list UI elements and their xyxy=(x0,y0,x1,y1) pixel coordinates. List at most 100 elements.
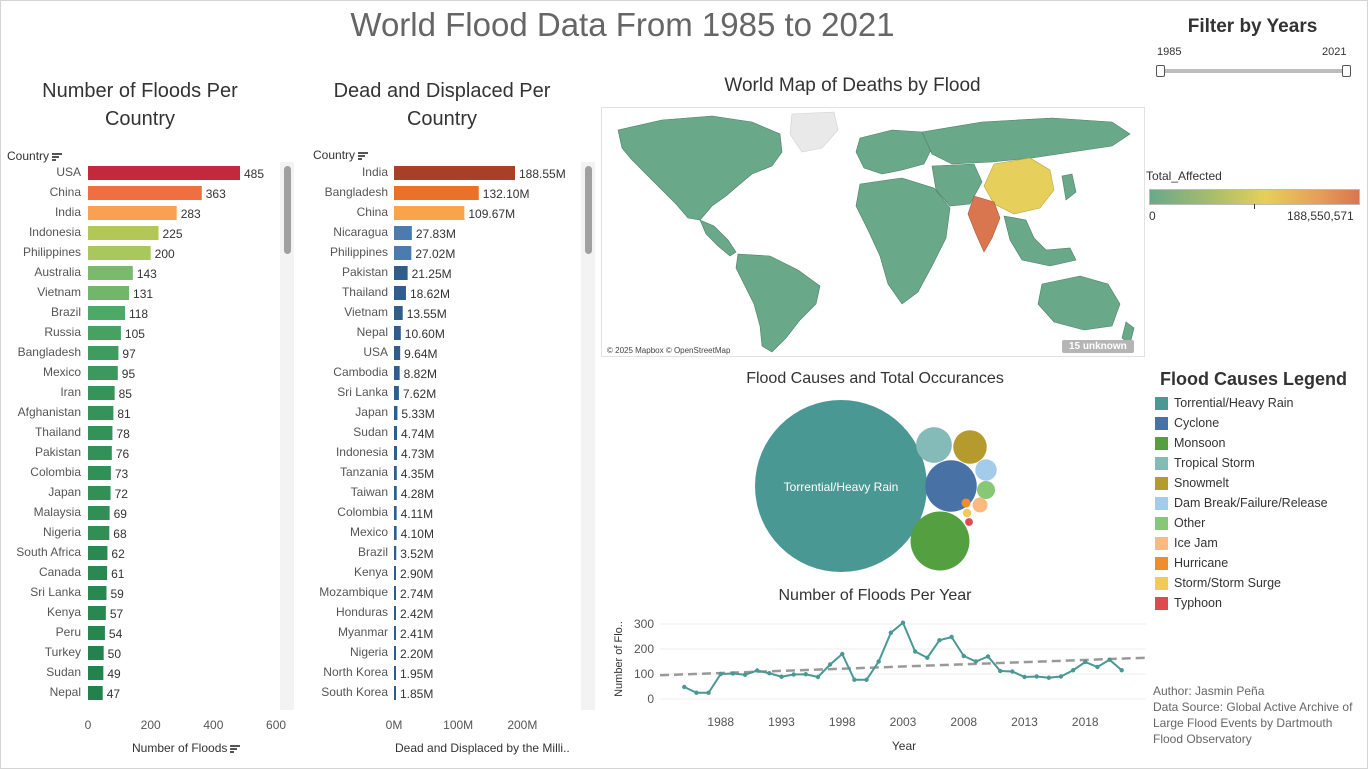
bar[interactable] xyxy=(394,406,398,420)
world-map[interactable]: © 2025 Mapbox © OpenStreetMap 15 unknown xyxy=(601,107,1145,357)
bar[interactable] xyxy=(88,306,125,320)
data-point[interactable] xyxy=(1070,668,1076,673)
bubble[interactable] xyxy=(962,508,972,518)
data-point[interactable] xyxy=(694,690,699,695)
bar[interactable] xyxy=(88,606,106,620)
bar[interactable] xyxy=(88,466,111,480)
bar[interactable] xyxy=(394,306,403,320)
bubble[interactable] xyxy=(975,459,997,481)
legend-item[interactable]: Snowmelt xyxy=(1155,473,1328,493)
region-russia[interactable] xyxy=(921,117,1131,165)
region-north-america[interactable] xyxy=(617,115,783,221)
data-point[interactable] xyxy=(961,653,966,659)
data-point[interactable] xyxy=(1010,669,1015,674)
region-greenland[interactable] xyxy=(789,111,839,153)
bar[interactable] xyxy=(394,446,398,460)
data-point[interactable] xyxy=(718,671,723,677)
data-point[interactable] xyxy=(815,674,821,680)
bar[interactable] xyxy=(88,446,112,460)
bar[interactable] xyxy=(394,686,396,700)
chart1-scroll-thumb[interactable] xyxy=(284,166,291,254)
bar[interactable] xyxy=(88,266,133,280)
data-point[interactable] xyxy=(985,654,991,659)
data-point[interactable] xyxy=(1095,664,1100,670)
data-point[interactable] xyxy=(1083,659,1088,665)
bar[interactable] xyxy=(88,586,107,600)
data-point[interactable] xyxy=(840,651,845,657)
bar[interactable] xyxy=(88,286,130,300)
bar[interactable] xyxy=(88,406,114,420)
region-japan[interactable] xyxy=(1061,173,1077,201)
region-africa[interactable] xyxy=(855,177,951,305)
data-point[interactable] xyxy=(876,659,881,664)
bar[interactable] xyxy=(394,546,397,560)
bubble[interactable] xyxy=(916,427,952,463)
data-point[interactable] xyxy=(1046,675,1051,680)
bar[interactable] xyxy=(394,206,465,220)
year-slider-min-handle[interactable] xyxy=(1156,65,1165,77)
bar[interactable] xyxy=(88,386,115,400)
data-point[interactable] xyxy=(1058,674,1064,679)
legend-item[interactable]: Typhoon xyxy=(1155,593,1328,613)
data-point[interactable] xyxy=(888,630,894,635)
bar[interactable] xyxy=(88,426,113,440)
data-point[interactable] xyxy=(912,649,918,654)
data-point[interactable] xyxy=(755,668,760,673)
region-china[interactable] xyxy=(983,157,1055,215)
sort-icon[interactable] xyxy=(230,744,241,753)
bubble[interactable] xyxy=(953,430,987,464)
country-header-2[interactable]: Country xyxy=(313,148,369,162)
bubble[interactable] xyxy=(925,460,977,512)
bar[interactable] xyxy=(88,366,118,380)
data-point[interactable] xyxy=(827,662,833,667)
unknown-badge[interactable]: 15 unknown xyxy=(1062,340,1134,353)
bar[interactable] xyxy=(394,626,396,640)
legend-item[interactable]: Monsoon xyxy=(1155,433,1328,453)
region-middle-east[interactable] xyxy=(931,163,983,207)
chart2-scrollbar[interactable] xyxy=(581,162,595,710)
bar[interactable] xyxy=(88,566,108,580)
data-point[interactable] xyxy=(864,677,869,682)
bar[interactable] xyxy=(88,166,240,180)
legend-item[interactable]: Ice Jam xyxy=(1155,533,1328,553)
bar[interactable] xyxy=(88,506,110,520)
bar[interactable] xyxy=(394,166,515,180)
year-slider-max-handle[interactable] xyxy=(1342,65,1351,77)
data-point[interactable] xyxy=(900,620,906,625)
region-central-america[interactable] xyxy=(699,219,737,257)
bar[interactable] xyxy=(394,386,399,400)
data-point[interactable] xyxy=(730,671,736,676)
region-europe[interactable] xyxy=(855,129,933,175)
bar[interactable] xyxy=(394,586,396,600)
bar[interactable] xyxy=(88,666,104,680)
region-india[interactable] xyxy=(967,195,1001,253)
legend-item[interactable]: Hurricane xyxy=(1155,553,1328,573)
data-point[interactable] xyxy=(1022,674,1027,680)
bar[interactable] xyxy=(88,486,111,500)
bar[interactable] xyxy=(394,646,396,660)
data-point[interactable] xyxy=(779,674,784,679)
bar[interactable] xyxy=(394,566,396,580)
bubble[interactable] xyxy=(972,497,988,513)
bar[interactable] xyxy=(88,626,105,640)
bar[interactable] xyxy=(88,526,110,540)
year-slider-track[interactable] xyxy=(1160,69,1350,73)
bar[interactable] xyxy=(394,266,408,280)
bubble[interactable] xyxy=(755,400,927,572)
data-point[interactable] xyxy=(803,672,808,677)
bubble[interactable] xyxy=(910,511,970,571)
region-southeast-asia[interactable] xyxy=(1003,215,1077,267)
data-point[interactable] xyxy=(925,655,930,660)
bar[interactable] xyxy=(394,366,400,380)
bar[interactable] xyxy=(394,526,397,540)
bar[interactable] xyxy=(88,186,202,200)
country-header-1[interactable]: Country xyxy=(7,149,63,163)
legend-item[interactable]: Torrential/Heavy Rain xyxy=(1155,393,1328,413)
bar[interactable] xyxy=(394,506,397,520)
bar[interactable] xyxy=(394,486,397,500)
bar[interactable] xyxy=(88,326,121,340)
sort-icon[interactable] xyxy=(358,151,369,160)
bar[interactable] xyxy=(394,346,401,360)
chart2-scroll-thumb[interactable] xyxy=(585,166,592,254)
data-point[interactable] xyxy=(998,668,1003,674)
